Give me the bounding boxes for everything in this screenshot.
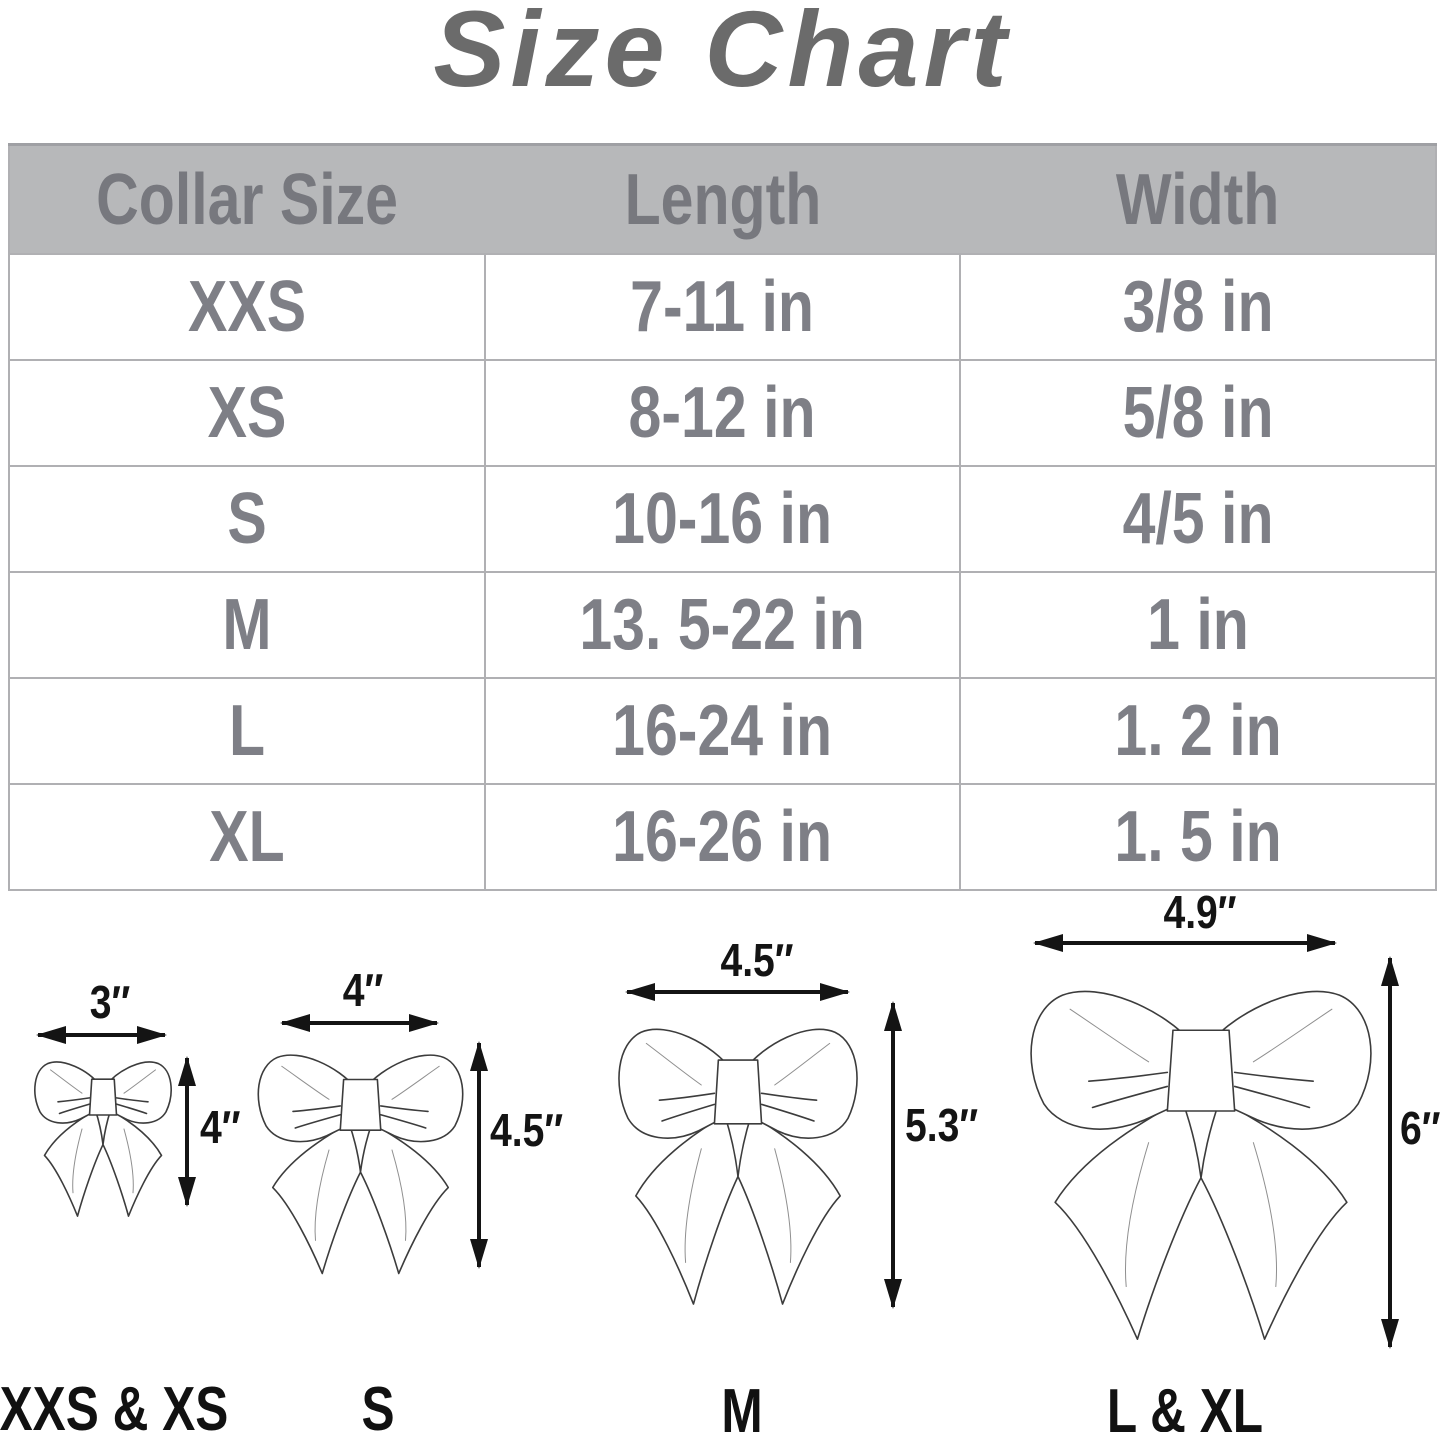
size-table: Collar Size Length Width XXS 7-11 in 3/8… [8,143,1437,891]
header-collar-size: Collar Size [9,144,485,254]
bow-width-value: 4′′ [342,964,384,1016]
width-dimension-arrow [1035,941,1335,945]
page-title: Size Chart [433,0,1012,109]
width-dimension-arrow [38,1033,165,1037]
diagram-size-label: XXS & XS [0,1375,229,1432]
height-dimension-arrow [1388,958,1392,1347]
height-dimension-arrow [891,1003,895,1307]
width-cell: 4/5 in [959,465,1437,573]
bow-height-value: 6′′ [1400,1102,1441,1154]
width-cell: 1 in [959,571,1437,679]
table-row: S 10-16 in 4/5 in [8,465,1437,573]
table-row: XXS 7-11 in 3/8 in [8,253,1437,361]
width-dimension-arrow [627,990,848,994]
table-row: L 16-24 in 1. 2 in [8,677,1437,785]
bow-width-value: 4.9′′ [1163,886,1237,938]
width-cell: 3/8 in [959,253,1437,361]
size-cell: L [8,677,486,785]
diagram-size-label: L & XL [1106,1377,1264,1432]
length-cell: 16-26 in [483,783,962,891]
bow-width-value: 4.5′′ [720,934,794,986]
size-cell: S [8,465,486,573]
width-dimension-arrow [282,1021,437,1025]
table-row: XL 16-26 in 1. 5 in [8,783,1437,891]
length-cell: 10-16 in [483,465,962,573]
diagram-size-label: M [721,1377,763,1432]
bow-illustration-l-xl [1029,989,1373,1341]
length-cell: 8-12 in [483,359,962,467]
width-cell: 5/8 in [959,359,1437,467]
bow-illustration-xxs-xs [34,1061,172,1217]
table-row: XS 8-12 in 5/8 in [8,359,1437,467]
size-cell: XXS [8,253,486,361]
size-cell: XL [8,783,486,891]
bow-width-value: 3′′ [89,976,131,1028]
size-cell: M [8,571,486,679]
length-cell: 13. 5-22 in [483,571,962,679]
header-width: Width [960,144,1436,254]
table-row: M 13. 5-22 in 1 in [8,571,1437,679]
width-cell: 1. 5 in [959,783,1437,891]
height-dimension-arrow [477,1043,481,1267]
bow-height-value: 4′′ [200,1101,241,1153]
width-cell: 1. 2 in [959,677,1437,785]
size-cell: XS [8,359,486,467]
height-dimension-arrow [185,1058,189,1205]
length-cell: 7-11 in [483,253,962,361]
bow-illustration-m [617,1028,859,1306]
bow-illustration-s [257,1054,464,1275]
diagram-size-label: S [361,1375,395,1432]
bow-height-value: 5.3′′ [905,1099,979,1151]
bow-height-value: 4.5′′ [490,1104,564,1156]
length-cell: 16-24 in [483,677,962,785]
header-length: Length [484,144,961,254]
table-header-row: Collar Size Length Width [9,144,1436,254]
